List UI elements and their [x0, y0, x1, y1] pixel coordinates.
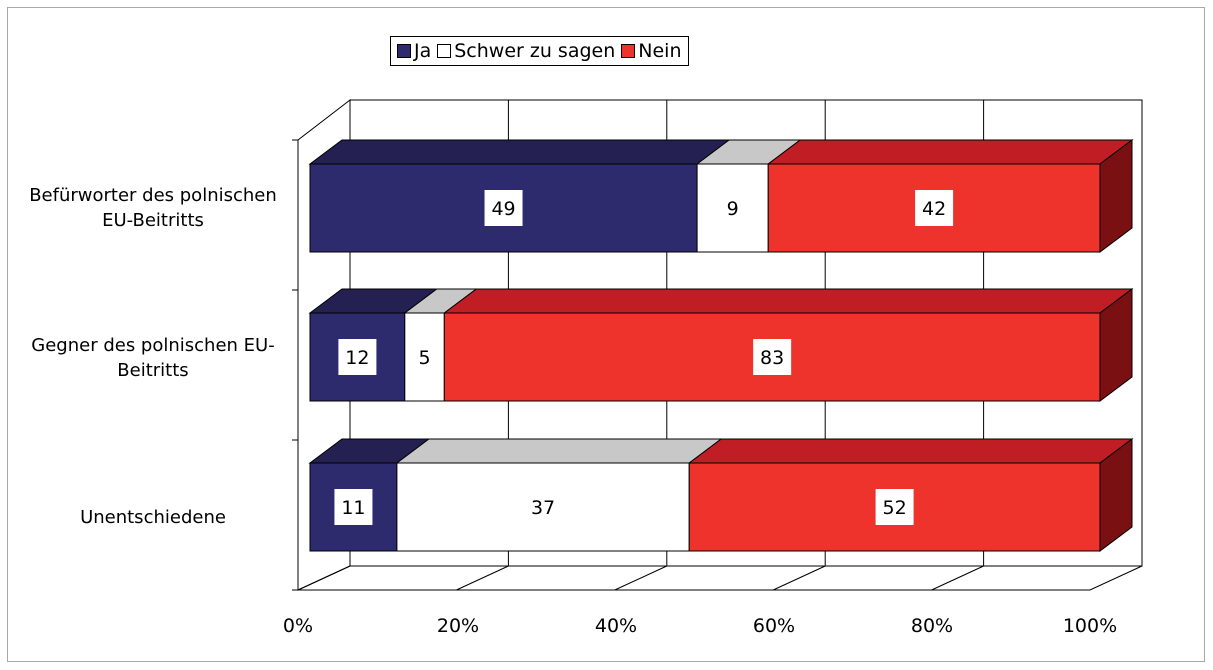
- bar-side: [1099, 139, 1133, 253]
- data-label-box: [719, 190, 746, 226]
- category-label-line: Befürworter des polnischen: [29, 185, 277, 206]
- legend-item-schwer: Schwer zu sagen: [437, 40, 615, 62]
- bar-side: [1099, 438, 1133, 552]
- x-tick-label: 40%: [594, 615, 638, 637]
- floor-gridline: [931, 565, 984, 591]
- data-label: 37: [531, 497, 555, 519]
- data-label: 49: [491, 198, 515, 220]
- floor: [297, 565, 1143, 591]
- category-label-befuerworter: Befürworter des polnischen EU-Beitritts: [8, 183, 298, 233]
- data-label-box: [338, 339, 377, 375]
- category-label-line: Beitritts: [117, 360, 189, 381]
- data-label-box: [753, 339, 792, 375]
- floor-gridline: [456, 565, 509, 591]
- bar-top: [308, 139, 731, 165]
- data-label-box: [334, 489, 373, 525]
- bar-top: [395, 438, 723, 464]
- data-label-box: [915, 190, 954, 226]
- x-tick-label: 20%: [436, 615, 480, 637]
- legend-item-nein: Nein: [621, 40, 682, 62]
- legend: Ja Schwer zu sagen Nein: [390, 36, 689, 66]
- category-label-line: Unentschiedene: [80, 507, 226, 528]
- legend-label-nein: Nein: [638, 40, 682, 62]
- data-label: 83: [760, 347, 784, 369]
- data-label-box: [411, 339, 438, 375]
- x-tick-label: 60%: [752, 615, 796, 637]
- bar-top: [442, 288, 1134, 314]
- bar-top: [687, 438, 1134, 464]
- category-label-line: Gegner des polnischen EU-: [31, 335, 275, 356]
- legend-label-ja: Ja: [414, 40, 432, 62]
- data-label: 12: [345, 347, 369, 369]
- x-tick-label: 0%: [282, 615, 314, 637]
- data-label: 5: [419, 347, 431, 369]
- floor-gridline: [772, 565, 826, 591]
- category-label-unentschiedene: Unentschiedene: [8, 505, 298, 530]
- data-label-box: [524, 489, 563, 525]
- floor-gridline: [614, 565, 668, 591]
- data-label-box: [875, 489, 914, 525]
- legend-item-ja: Ja: [397, 40, 431, 62]
- category-label-gegner: Gegner des polnischen EU- Beitritts: [8, 333, 298, 383]
- category-label-line: EU-Beitritts: [102, 210, 204, 231]
- data-label: 11: [341, 497, 365, 519]
- x-tick-label: 100%: [1062, 615, 1118, 637]
- data-label: 52: [883, 497, 907, 519]
- legend-swatch-ja: [397, 44, 411, 58]
- data-label: 9: [727, 198, 739, 220]
- bar-side: [1099, 288, 1133, 402]
- x-tick-label: 80%: [910, 615, 954, 637]
- legend-swatch-schwer: [437, 44, 452, 58]
- bar-top: [766, 139, 1134, 165]
- legend-label-schwer: Schwer zu sagen: [454, 40, 616, 62]
- data-label: 42: [922, 198, 946, 220]
- data-label-box: [484, 190, 523, 226]
- legend-swatch-nein: [621, 44, 636, 58]
